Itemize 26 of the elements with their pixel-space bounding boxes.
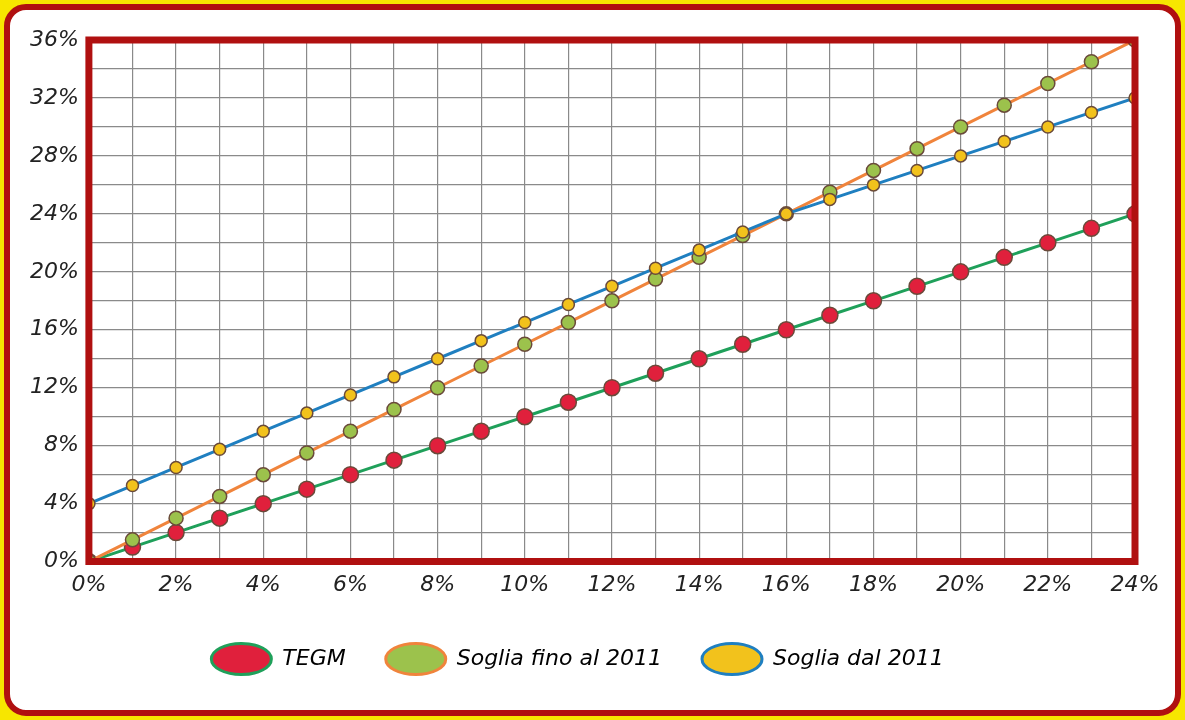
y-tick-label: 12%: [29, 373, 79, 399]
legend-label: Soglia fino al 2011: [456, 644, 663, 670]
x-tick-label: 10%: [500, 570, 550, 596]
x-tick-label: 6%: [332, 570, 368, 596]
y-tick-label: 36%: [29, 25, 79, 51]
y-tick-label: 4%: [43, 489, 79, 515]
legend-label: Soglia dal 2011: [773, 644, 944, 670]
x-tick-label: 2%: [158, 570, 194, 596]
x-tick-label: 8%: [420, 570, 456, 596]
y-tick-label: 20%: [29, 257, 79, 283]
y-tick-label: 32%: [29, 83, 79, 109]
x-tick-label: 14%: [674, 570, 724, 596]
x-tick-label: 0%: [71, 570, 107, 596]
x-tick-label: 4%: [245, 570, 281, 596]
x-tick-label: 24%: [1110, 570, 1160, 596]
y-tick-label: 16%: [29, 315, 79, 341]
x-tick-label: 16%: [761, 570, 811, 596]
x-tick-label: 18%: [849, 570, 898, 596]
legend-label: TEGM: [282, 644, 346, 670]
x-tick-label: 22%: [1023, 570, 1073, 596]
y-tick-label: 28%: [29, 141, 79, 167]
y-tick-label: 24%: [29, 199, 79, 225]
x-tick-label: 12%: [587, 570, 637, 596]
x-tick-label: 20%: [936, 570, 986, 596]
y-tick-label: 8%: [43, 431, 79, 457]
y-tick-label: 0%: [43, 547, 79, 573]
